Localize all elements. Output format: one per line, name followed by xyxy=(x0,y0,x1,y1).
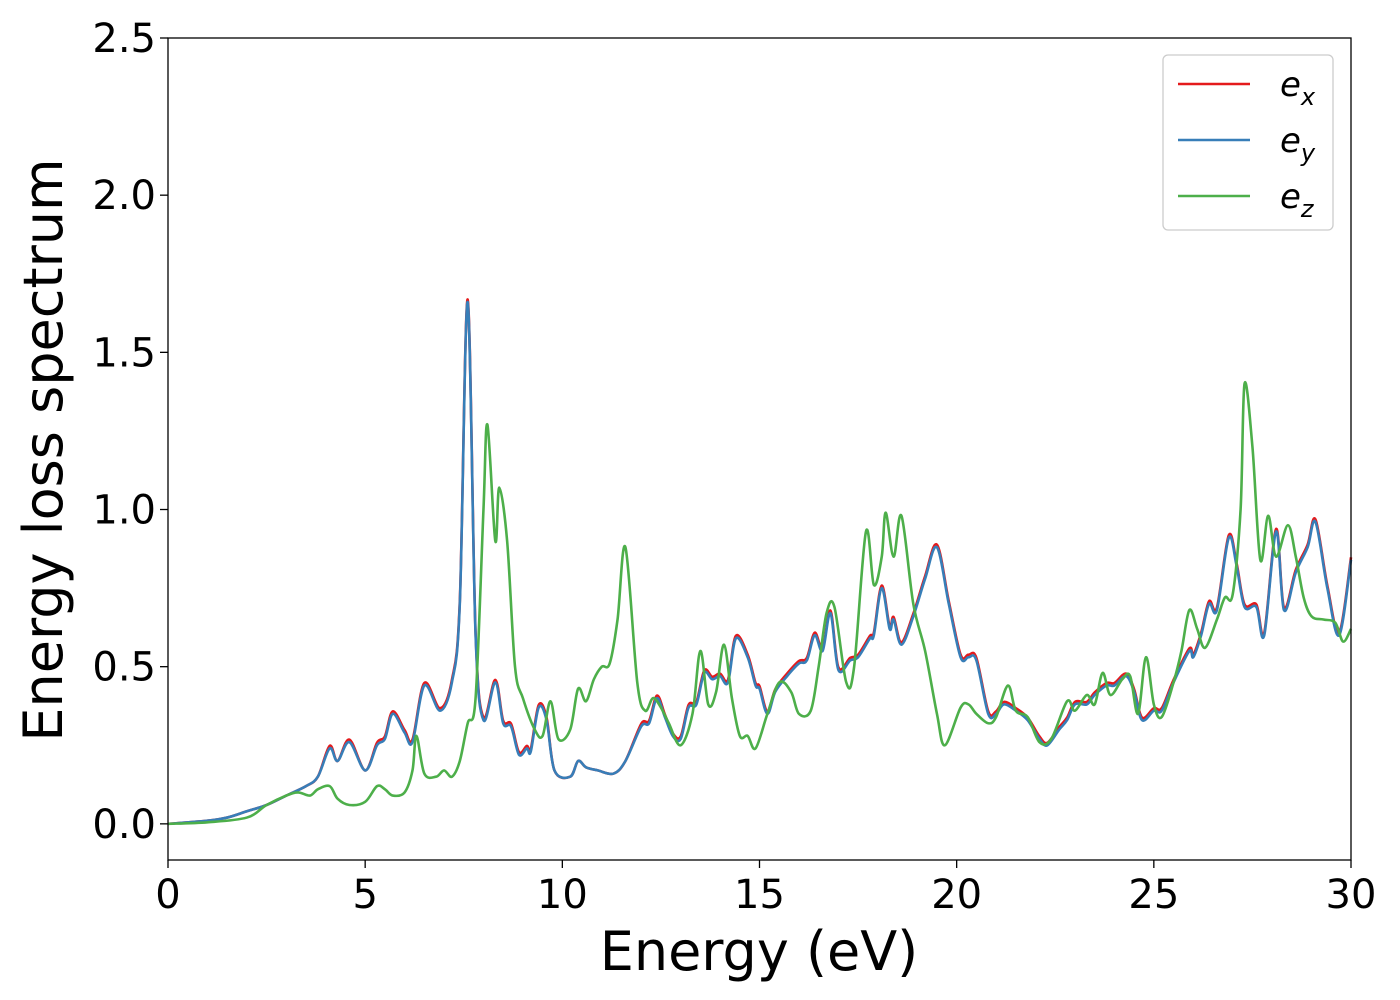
y-axis: 0.0 0.5 1.0 1.5 2.0 2.5 xyxy=(92,16,168,848)
y-tick-label: 2.0 xyxy=(92,173,156,219)
series-line-e-z xyxy=(167,380,1353,826)
legend-box xyxy=(1162,54,1334,231)
x-tick-label: 10 xyxy=(537,872,588,918)
y-axis-label: Energy loss spectrum xyxy=(12,158,75,741)
x-axis: 0 5 10 15 20 25 30 xyxy=(155,860,1376,918)
x-tick-label: 5 xyxy=(352,872,377,918)
x-tick-label: 20 xyxy=(931,872,982,918)
series-line-e-y xyxy=(167,300,1353,826)
y-tick-label: 0.5 xyxy=(92,645,156,691)
y-tick-label: 1.5 xyxy=(92,330,156,376)
legend-label-e-y: ey xyxy=(1280,121,1316,167)
x-tick-label: 0 xyxy=(155,872,180,918)
x-tick-label: 15 xyxy=(734,872,785,918)
y-tick-label: 2.5 xyxy=(92,16,156,62)
x-tick-label: 25 xyxy=(1128,872,1179,918)
legend-label-e-z: ez xyxy=(1280,177,1315,223)
legend-label-e-x: ex xyxy=(1280,65,1316,111)
series-layer xyxy=(167,298,1353,826)
legend: ex ey ez xyxy=(1162,54,1334,231)
y-tick-label: 1.0 xyxy=(92,488,156,534)
x-axis-label: Energy (eV) xyxy=(600,920,919,983)
y-tick-label: 0.0 xyxy=(92,802,156,848)
x-tick-label: 30 xyxy=(1326,872,1377,918)
